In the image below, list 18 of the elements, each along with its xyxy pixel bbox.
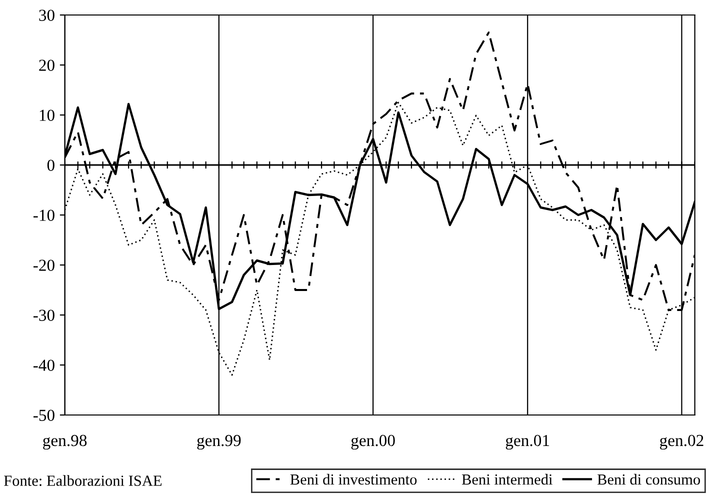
- y-tick-label: -50: [33, 410, 54, 421]
- x-tick-label: gen.00: [351, 434, 395, 450]
- y-tick-label: -10: [33, 210, 54, 221]
- source-note: Fonte: Ealborazioni ISAE: [4, 475, 162, 486]
- y-tick-label: 30: [39, 10, 54, 21]
- y-tick-label: 0: [47, 160, 54, 171]
- y-tick-label: -30: [33, 310, 54, 321]
- y-tick-label: -40: [33, 360, 54, 371]
- x-tick-label: gen.98: [43, 434, 87, 450]
- legend-label: Beni di consumo: [597, 474, 700, 485]
- y-tick-label: -20: [33, 260, 54, 271]
- x-tick-label: gen.02: [660, 434, 704, 450]
- x-tick-label: gen.01: [506, 434, 550, 450]
- legend-label: Beni intermedi: [462, 474, 552, 485]
- legend-label: Beni di investimento: [290, 474, 417, 485]
- y-tick-label: 20: [39, 60, 54, 71]
- y-tick-label: 10: [40, 110, 54, 121]
- x-tick-label: gen.99: [197, 434, 241, 450]
